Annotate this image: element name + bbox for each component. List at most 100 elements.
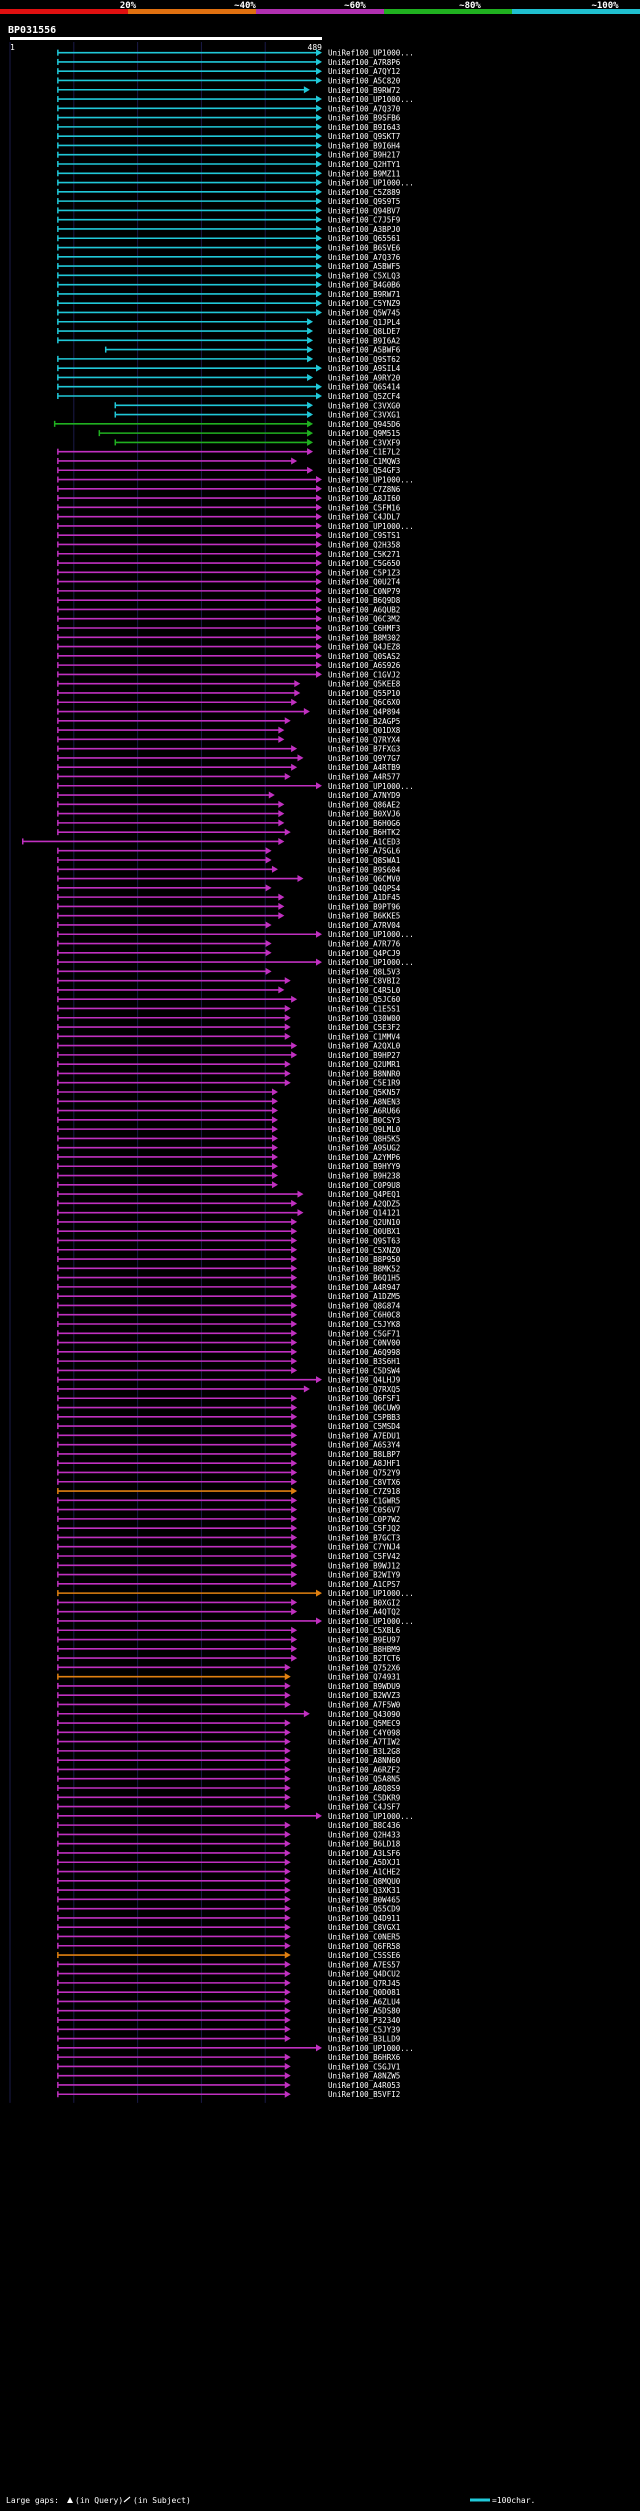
hit-label[interactable]: UniRef100_B9H238 xyxy=(328,1172,401,1181)
hit-label[interactable]: UniRef100_B9EU97 xyxy=(328,1636,400,1645)
hit-label[interactable]: UniRef100_B6Q9D8 xyxy=(328,596,401,605)
hit-label[interactable]: UniRef100_A6S3Y4 xyxy=(328,1441,401,1450)
hit-label[interactable]: UniRef100_Q65561 xyxy=(328,234,400,243)
hit-label[interactable]: UniRef100_A7R8P6 xyxy=(328,58,401,67)
hit-label[interactable]: UniRef100_A2QDZ5 xyxy=(328,1199,400,1208)
hit-label[interactable]: UniRef100_Q5JC60 xyxy=(328,995,401,1004)
hit-label[interactable]: UniRef100_C4JDL7 xyxy=(328,513,400,522)
hit-label[interactable]: UniRef100_A8NEN3 xyxy=(328,1097,400,1106)
hit-label[interactable]: UniRef100_C5YNZ9 xyxy=(328,299,400,308)
hit-label[interactable]: UniRef100_A9SIL4 xyxy=(328,364,401,373)
hit-label[interactable]: UniRef100_Q752X6 xyxy=(328,1663,401,1672)
hit-label[interactable]: UniRef100_A5C820 xyxy=(328,76,401,85)
hit-label[interactable]: UniRef100_C4JSF7 xyxy=(328,1803,400,1812)
hit-label[interactable]: UniRef100_B9HYY9 xyxy=(328,1162,400,1171)
hit-label[interactable]: UniRef100_UP1000... xyxy=(328,476,414,485)
hit-label[interactable]: UniRef100_Q9M515 xyxy=(328,429,400,438)
hit-label[interactable]: UniRef100_Q5ZCF4 xyxy=(328,392,401,401)
hit-label[interactable]: UniRef100_A6Q998 xyxy=(328,1348,401,1357)
hit-label[interactable]: UniRef100_C5E1R9 xyxy=(328,1079,400,1088)
hit-label[interactable]: UniRef100_UP1000... xyxy=(328,1589,414,1598)
hit-label[interactable]: UniRef100_C3VXG1 xyxy=(328,411,400,420)
hit-label[interactable]: UniRef100_Q4PCJ9 xyxy=(328,949,400,958)
hit-label[interactable]: UniRef100_Q6CUW9 xyxy=(328,1404,400,1413)
hit-label[interactable]: UniRef100_C4R5L0 xyxy=(328,986,401,995)
hit-label[interactable]: UniRef100_C0NER5 xyxy=(328,1932,400,1941)
hit-label[interactable]: UniRef100_B8LBP7 xyxy=(328,1450,400,1459)
hit-label[interactable]: UniRef100_B2WVZ3 xyxy=(328,1691,400,1700)
hit-label[interactable]: UniRef100_B9WDU9 xyxy=(328,1682,400,1691)
hit-label[interactable]: UniRef100_A7TIW2 xyxy=(328,1738,400,1747)
hit-label[interactable]: UniRef100_A6ZLU4 xyxy=(328,1997,401,2006)
hit-label[interactable]: UniRef100_B0XVJ6 xyxy=(328,810,401,819)
hit-label[interactable]: UniRef100_C7YNJ4 xyxy=(328,1543,401,1552)
hit-label[interactable]: UniRef100_B2TCT6 xyxy=(328,1654,401,1663)
hit-label[interactable]: UniRef100_B4G0B6 xyxy=(328,281,401,290)
hit-label[interactable]: UniRef100_C5Z889 xyxy=(328,188,400,197)
hit-label[interactable]: UniRef100_C3VXG0 xyxy=(328,401,401,410)
hit-label[interactable]: UniRef100_Q4PEQ1 xyxy=(328,1190,400,1199)
hit-label[interactable]: UniRef100_B2AGP5 xyxy=(328,717,400,726)
hit-label[interactable]: UniRef100_B9I6A2 xyxy=(328,336,400,345)
hit-label[interactable]: UniRef100_B6HTK2 xyxy=(328,828,400,837)
hit-label[interactable]: UniRef100_Q6C6X0 xyxy=(328,698,401,707)
hit-label[interactable]: UniRef100_Q5MEC9 xyxy=(328,1719,400,1728)
hit-label[interactable]: UniRef100_C5XLQ3 xyxy=(328,271,400,280)
hit-label[interactable]: UniRef100_C8VBI2 xyxy=(328,977,400,986)
hit-label[interactable]: UniRef100_Q54GF3 xyxy=(328,466,400,475)
hit-label[interactable]: UniRef100_UP1000... xyxy=(328,930,414,939)
hit-label[interactable]: UniRef100_Q8LDE7 xyxy=(328,327,400,336)
hit-label[interactable]: UniRef100_C5PBB3 xyxy=(328,1413,400,1422)
hit-label[interactable]: UniRef100_C0NV00 xyxy=(328,1339,401,1348)
hit-label[interactable]: UniRef100_C5MSD4 xyxy=(328,1422,401,1431)
hit-label[interactable]: UniRef100_B0CSY3 xyxy=(328,1116,400,1125)
hit-label[interactable]: UniRef100_C5DKR9 xyxy=(328,1793,400,1802)
hit-label[interactable]: UniRef100_C5GF71 xyxy=(328,1329,400,1338)
hit-label[interactable]: UniRef100_A3BPJ0 xyxy=(328,225,401,234)
hit-label[interactable]: UniRef100_C0P7W2 xyxy=(328,1515,400,1524)
hit-label[interactable]: UniRef100_Q4DCU2 xyxy=(328,1970,400,1979)
hit-label[interactable]: UniRef100_C5XBL6 xyxy=(328,1626,401,1635)
hit-label[interactable]: UniRef100_C7J5F9 xyxy=(328,216,400,225)
hit-label[interactable]: UniRef100_Q2H433 xyxy=(328,1830,400,1839)
hit-label[interactable]: UniRef100_Q74931 xyxy=(328,1673,400,1682)
hit-label[interactable]: UniRef100_Q7RJ45 xyxy=(328,1979,400,1988)
hit-label[interactable]: UniRef100_Q2UMR1 xyxy=(328,1060,400,1069)
hit-label[interactable]: UniRef100_B3S6H1 xyxy=(328,1357,400,1366)
hit-label[interactable]: UniRef100_Q5W745 xyxy=(328,308,400,317)
hit-label[interactable]: UniRef100_A7NYD9 xyxy=(328,791,400,800)
hit-label[interactable]: UniRef100_A6QUB2 xyxy=(328,605,400,614)
hit-label[interactable]: UniRef100_B0W465 xyxy=(328,1895,400,1904)
hit-label[interactable]: UniRef100_C0NP79 xyxy=(328,587,400,596)
hit-label[interactable]: UniRef100_B3LLD9 xyxy=(328,2035,400,2044)
hit-label[interactable]: UniRef100_A1CHE2 xyxy=(328,1868,400,1877)
hit-label[interactable]: UniRef100_A7F5W0 xyxy=(328,1700,401,1709)
hit-label[interactable]: UniRef100_C6H0C8 xyxy=(328,1311,401,1320)
hit-label[interactable]: UniRef100_Q9SKT7 xyxy=(328,132,400,141)
hit-label[interactable]: UniRef100_B6HRX6 xyxy=(328,2053,401,2062)
hit-label[interactable]: UniRef100_C9STS1 xyxy=(328,531,400,540)
hit-label[interactable]: UniRef100_C5FJQ2 xyxy=(328,1524,400,1533)
hit-label[interactable]: UniRef100_A1CPS7 xyxy=(328,1580,400,1589)
hit-label[interactable]: UniRef100_A8JI60 xyxy=(328,494,401,503)
hit-label[interactable]: UniRef100_Q5KN57 xyxy=(328,1088,400,1097)
hit-label[interactable]: UniRef100_Q55P10 xyxy=(328,689,401,698)
hit-label[interactable]: UniRef100_Q4QPS4 xyxy=(328,884,401,893)
hit-label[interactable]: UniRef100_C8VTX6 xyxy=(328,1478,401,1487)
hit-label[interactable]: UniRef100_B6H0G6 xyxy=(328,819,401,828)
hit-label[interactable]: UniRef100_C1GWR5 xyxy=(328,1496,400,1505)
hit-label[interactable]: UniRef100_A5DXJ1 xyxy=(328,1858,400,1867)
hit-label[interactable]: UniRef100_Q4JEZ8 xyxy=(328,643,401,652)
hit-label[interactable]: UniRef100_UP1000... xyxy=(328,522,414,531)
hit-label[interactable]: UniRef100_A3LSF6 xyxy=(328,1849,401,1858)
hit-label[interactable]: UniRef100_C5FM16 xyxy=(328,503,401,512)
hit-label[interactable]: UniRef100_B8P950 xyxy=(328,1255,401,1264)
hit-label[interactable]: UniRef100_A6S926 xyxy=(328,661,401,670)
hit-label[interactable]: UniRef100_B9PT96 xyxy=(328,902,401,911)
hit-label[interactable]: UniRef100_Q9LML0 xyxy=(328,1125,401,1134)
hit-label[interactable]: UniRef100_A8NZW5 xyxy=(328,2072,400,2081)
hit-label[interactable]: UniRef100_C7Z918 xyxy=(328,1487,401,1496)
hit-label[interactable]: UniRef100_C5SSE6 xyxy=(328,1951,401,1960)
hit-label[interactable]: UniRef100_Q6CMV0 xyxy=(328,875,401,884)
hit-label[interactable]: UniRef100_Q30W00 xyxy=(328,1014,401,1023)
